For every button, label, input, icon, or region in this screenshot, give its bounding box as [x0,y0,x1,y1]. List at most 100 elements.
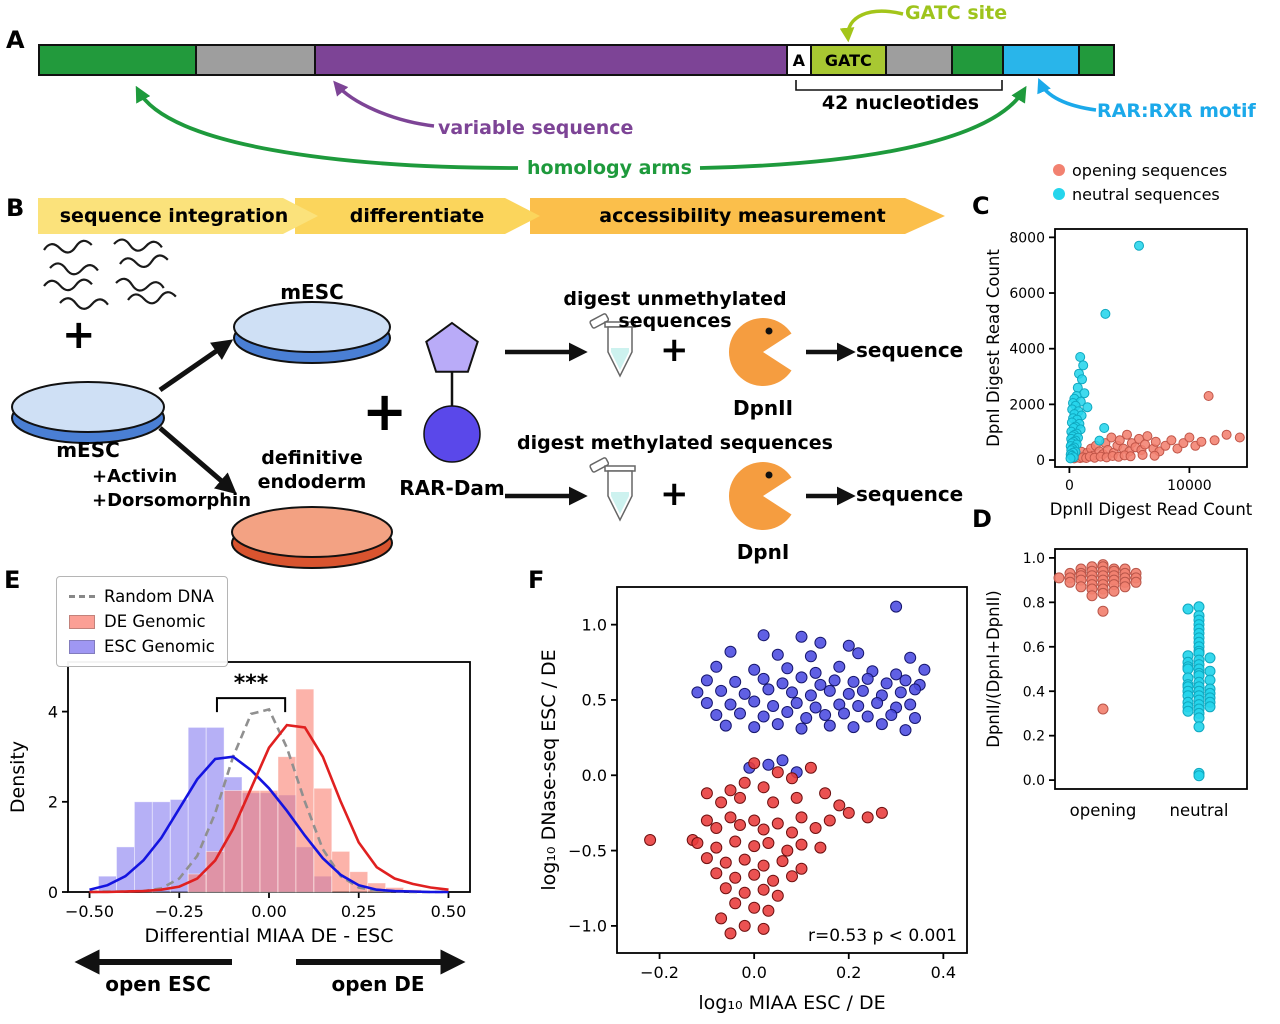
data-point [762,683,775,696]
data-point [748,840,761,853]
data-point [748,757,761,770]
data-point [1077,374,1087,385]
panel-c-chart: 0 10000 0 2000 4000 6000 8000 DpnII Digest Read… [985,228,1253,519]
data-point [700,697,713,709]
y-tick-label: 0.2 [1023,729,1045,745]
x-tick-label: 10000 [1167,478,1212,494]
data-point [823,719,836,732]
data-point [710,841,723,854]
data-point [852,700,865,712]
data-point [1097,703,1109,715]
y-axis-label: log₁₀ DNase-seq ESC / DE [538,649,560,890]
data-point [1082,402,1093,413]
data-point [757,629,770,642]
data-point [700,674,713,687]
legend-item-neutral: neutral sequences [1053,182,1227,206]
gatc-site-label: GATC site [905,2,1008,24]
legend-label-opening: opening sequences [1072,160,1228,180]
density-curve [89,755,449,894]
data-point [724,645,737,658]
data-point [1166,435,1177,446]
banner-label-accessibility: accessibility measurement [599,205,886,227]
open-de-label: open DE [331,972,425,996]
y-tick-label: 2 [48,793,58,812]
y-axis-label: DpnI Digest Read Count [985,249,1003,447]
data-point [1204,652,1216,664]
open-esc-label: open ESC [105,972,211,996]
data-point [790,791,803,804]
data-point [1182,603,1194,615]
legend-dot-opening [1053,164,1065,176]
plot-frame [1054,228,1248,468]
data-point [786,826,798,839]
legend-label-de: DE Genomic [104,612,206,631]
mesc-diff-label: mESC [280,280,344,304]
construct-segment-homology-arm-right-1 [951,46,1003,74]
data-point [790,697,803,709]
data-point [885,709,898,721]
construct-segment-homology-arm-right-2 [1077,46,1113,74]
data-point [719,719,732,732]
data-point [710,660,723,673]
data-point [1097,605,1109,617]
construct-segment-adapter-a: A [785,46,811,74]
data-point [1130,576,1142,588]
correlation-annotation: r=0.53 p < 0.001 [808,926,957,946]
endoderm-dish-icon [231,506,393,569]
data-point [767,700,780,712]
data-point [734,791,746,804]
banner-differentiate [295,198,540,234]
data-point [833,660,846,673]
data-point [809,822,822,834]
x-axis-label: log₁₀ MIAA ESC / DE [698,992,885,1014]
sequence-bottom-label: sequence [856,482,964,506]
data-point [1178,438,1189,449]
data-point [861,710,874,723]
data-point [719,882,732,895]
data-point [1075,352,1086,362]
data-point [734,707,746,720]
data-point [729,835,742,848]
legend-swatch-random [69,595,95,598]
data-point [644,834,657,846]
data-point [771,766,784,779]
y-tick-label: 0.4 [1023,684,1045,700]
data-point [1075,581,1087,593]
data-point [748,695,761,708]
data-point [738,687,751,700]
data-point [757,859,770,872]
data-point [719,856,732,869]
data-point [1137,449,1148,460]
digest-methylated-label: digest methylated sequences [517,432,833,454]
data-point [1134,240,1144,251]
hist-bar [205,850,225,893]
data-point [1193,721,1205,733]
plus-library: + [62,312,96,358]
data-point [776,855,789,868]
data-point [875,718,888,731]
data-point [748,901,761,914]
category-label: neutral [1169,801,1228,820]
hist-bar [187,873,207,893]
data-point [724,927,737,940]
data-point [776,677,789,690]
hist-bar [313,787,333,893]
legend-item-random: Random DNA [69,584,215,609]
data-point [762,758,775,771]
data-point [809,666,822,679]
data-point [890,668,903,681]
legend-swatch-de [69,614,95,629]
data-point [748,814,761,827]
data-point [904,698,917,711]
x-tick-label: 0 [1065,478,1074,494]
data-point [724,811,737,824]
x-tick-label: 0.4 [931,963,956,982]
y-tick-label: 0.8 [1023,595,1045,611]
nucleotides-label: 42 nucleotides [821,92,980,114]
hist-bar [259,790,279,893]
data-point [823,684,836,697]
data-point [1125,451,1136,462]
data-point [738,853,751,866]
data-point [1193,770,1205,782]
data-point [1203,391,1214,401]
